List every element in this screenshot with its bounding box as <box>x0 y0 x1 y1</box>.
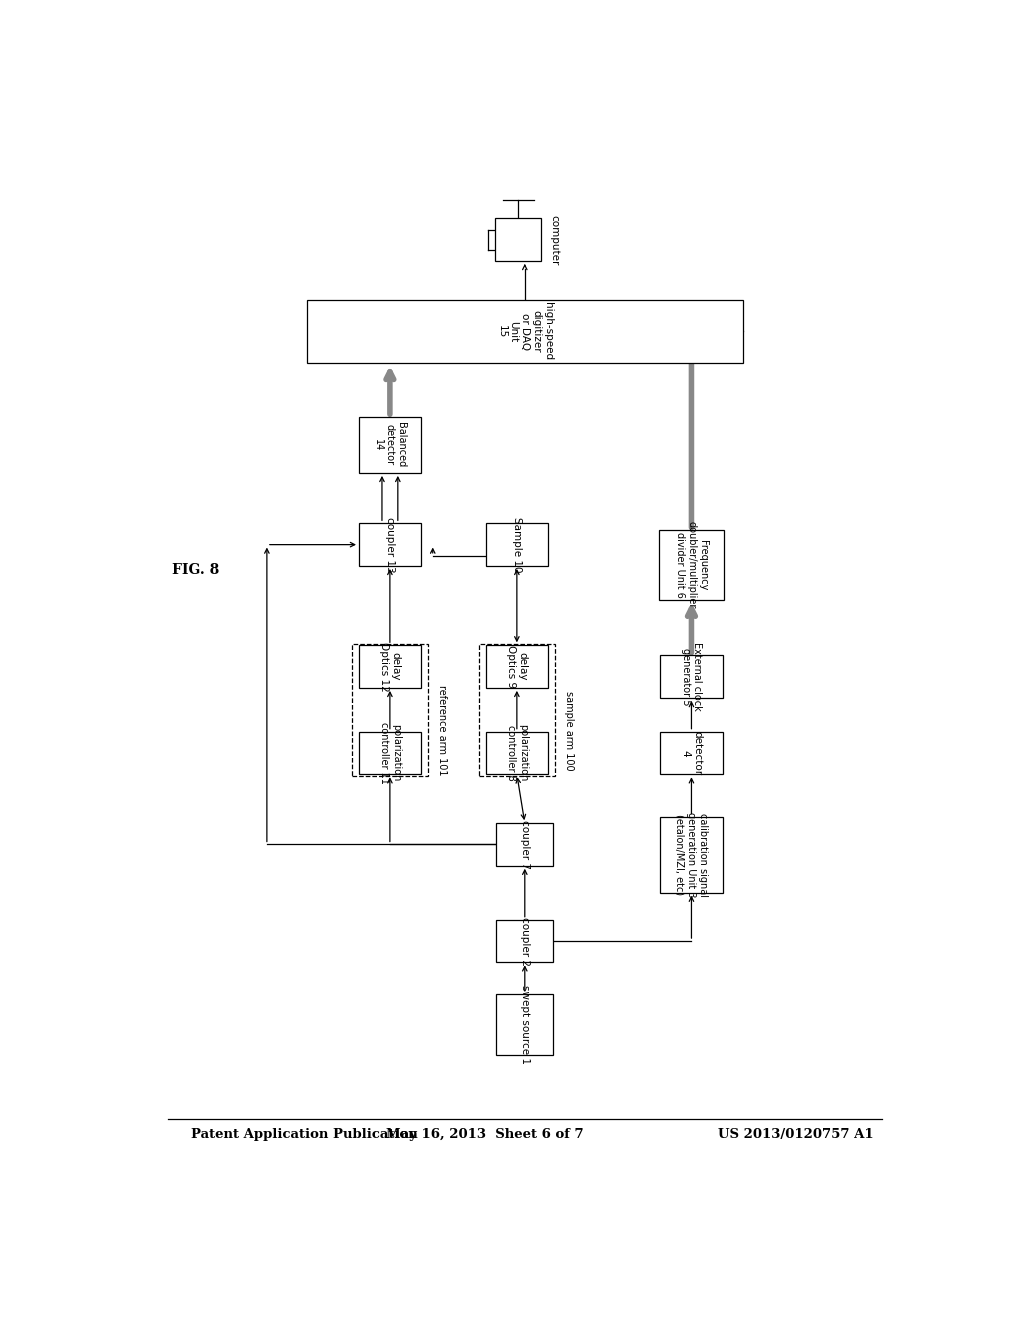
Bar <box>486 645 548 688</box>
Text: swept source 1: swept source 1 <box>520 985 529 1064</box>
Text: delay
Optics 12: delay Optics 12 <box>379 642 400 692</box>
Text: coupler 2: coupler 2 <box>520 916 529 965</box>
Bar <box>479 644 555 776</box>
Text: calibration signal
generation Unit 3
(etalon/MZI, etc): calibration signal generation Unit 3 (et… <box>675 812 708 898</box>
Bar <box>658 531 724 599</box>
Bar <box>359 645 421 688</box>
Text: Patent Application Publication: Patent Application Publication <box>191 1127 418 1140</box>
Text: polarization
controller 11: polarization controller 11 <box>379 722 400 784</box>
Bar <box>497 994 553 1055</box>
Bar <box>496 218 542 261</box>
Bar <box>659 731 723 775</box>
Text: high-speed
digitizer
or DAQ
Unit
15: high-speed digitizer or DAQ Unit 15 <box>497 302 553 360</box>
Text: sample arm 100: sample arm 100 <box>564 690 574 771</box>
Bar <box>359 731 421 775</box>
Bar <box>659 817 723 892</box>
Text: External clock
generator 5: External clock generator 5 <box>681 643 702 711</box>
Text: Sample 10: Sample 10 <box>512 517 522 573</box>
Text: delay
Optics 9: delay Optics 9 <box>506 645 527 688</box>
Text: polarization
controller 8: polarization controller 8 <box>506 725 527 781</box>
Text: Balanced
detector
14: Balanced detector 14 <box>374 422 407 467</box>
Bar <box>359 417 421 473</box>
Text: reference arm 101: reference arm 101 <box>437 685 447 776</box>
Bar <box>486 731 548 775</box>
Bar <box>359 523 421 566</box>
Text: FIG. 8: FIG. 8 <box>172 564 219 577</box>
Bar <box>486 523 548 566</box>
Bar <box>497 920 553 962</box>
Text: detector
4: detector 4 <box>681 731 702 775</box>
Text: May 16, 2013  Sheet 6 of 7: May 16, 2013 Sheet 6 of 7 <box>386 1127 584 1140</box>
Bar <box>352 644 428 776</box>
Text: Frequency
doubler/multiplier
divider Unit 6: Frequency doubler/multiplier divider Uni… <box>675 521 708 609</box>
Text: US 2013/0120757 A1: US 2013/0120757 A1 <box>719 1127 873 1140</box>
Text: coupler 13: coupler 13 <box>385 517 395 573</box>
Bar <box>659 656 723 698</box>
Bar <box>497 824 553 866</box>
Text: coupler 7: coupler 7 <box>520 820 529 869</box>
Text: computer: computer <box>550 215 559 265</box>
Bar <box>306 300 743 363</box>
